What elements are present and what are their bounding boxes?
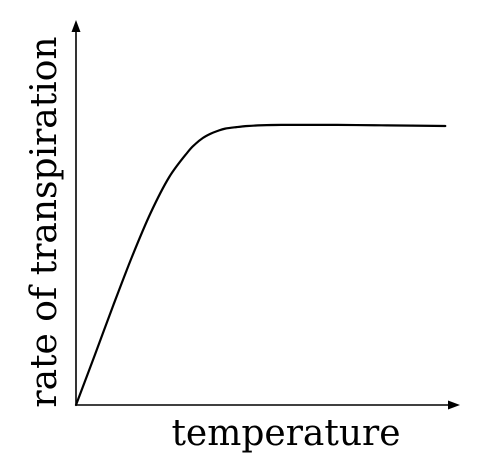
x-axis-label: temperature <box>171 413 400 454</box>
x-axis-arrow-icon <box>448 400 460 410</box>
series-line <box>74 123 447 407</box>
y-axis-label: rate of transpiration <box>24 36 65 407</box>
y-axis-arrow-icon <box>71 20 81 32</box>
